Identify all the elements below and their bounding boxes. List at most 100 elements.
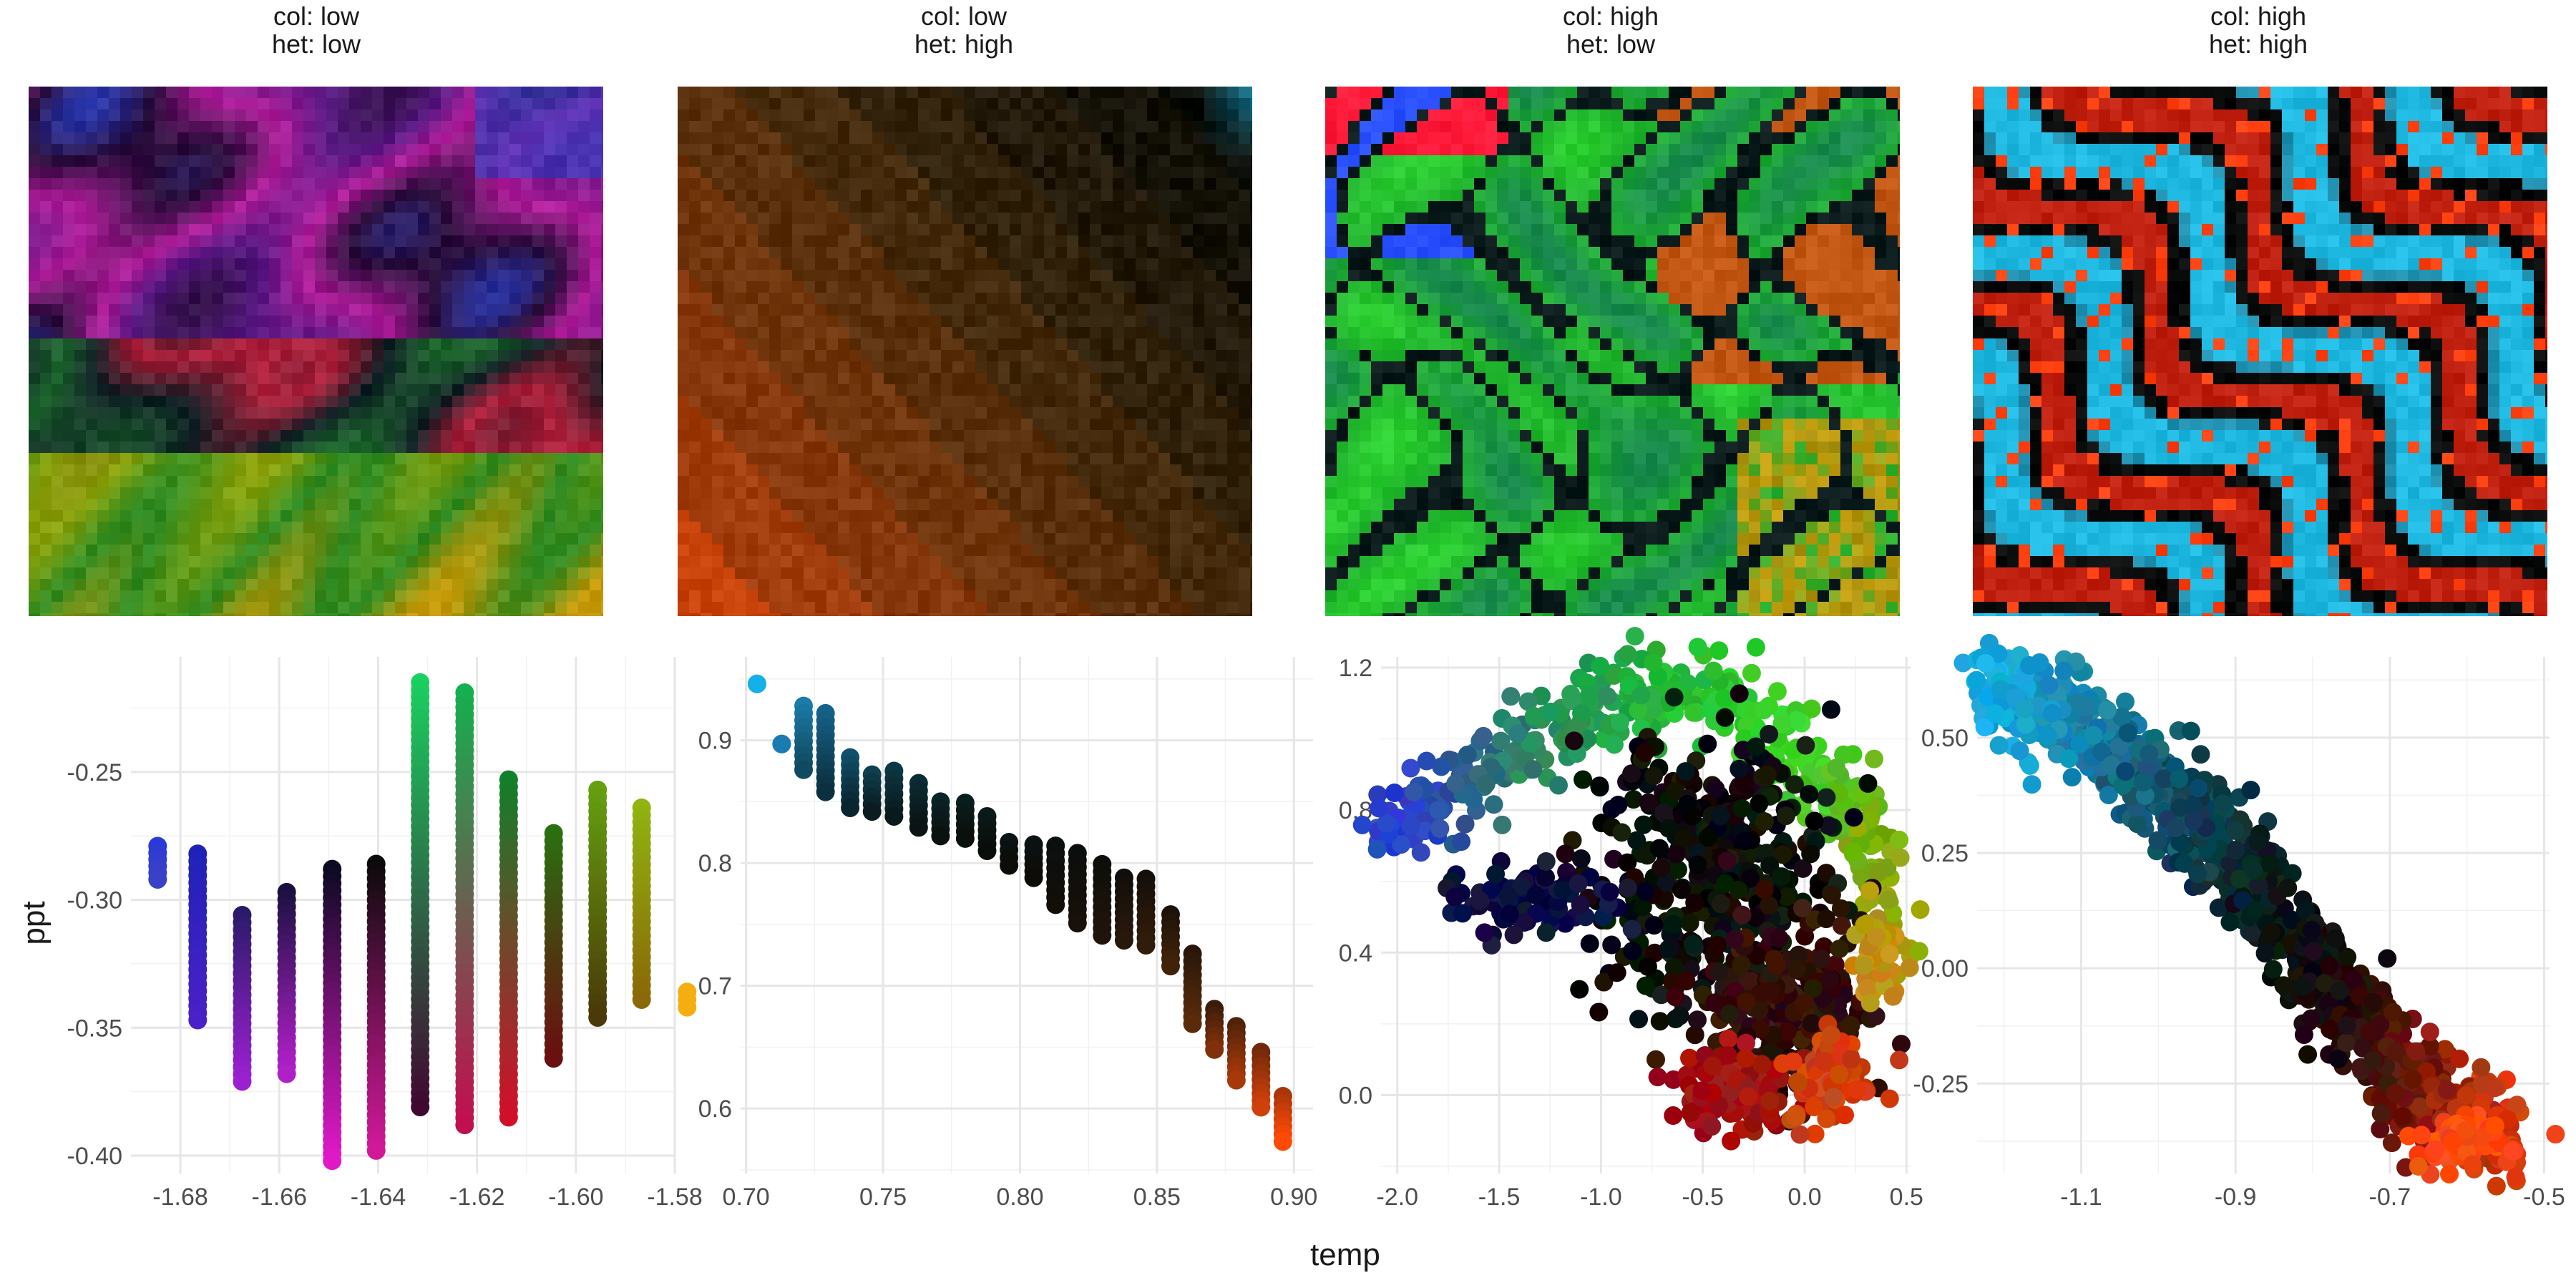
map-cell <box>155 510 166 522</box>
map-cell <box>441 270 452 281</box>
map-cell <box>132 373 143 384</box>
map-cell <box>143 545 155 556</box>
map-cell <box>280 316 292 327</box>
map-cell <box>1101 499 1113 510</box>
map-cell <box>338 178 349 190</box>
map-cell <box>952 109 964 121</box>
map-cell <box>246 155 258 167</box>
map-cell <box>452 419 464 430</box>
map-cell <box>804 316 815 327</box>
map-cell <box>29 556 40 567</box>
map-cell <box>998 453 1010 464</box>
map-cell <box>395 293 406 304</box>
map-cell <box>964 247 975 258</box>
map-cell <box>212 98 223 109</box>
map-cell <box>678 545 689 556</box>
map-cell <box>1067 224 1078 235</box>
map-cell <box>52 98 63 109</box>
map-cell <box>361 224 372 235</box>
map-cell <box>97 476 109 487</box>
map-cell <box>177 384 189 396</box>
map-cell <box>212 441 223 453</box>
map-cell <box>292 155 303 167</box>
map-cell <box>235 144 246 155</box>
map-cell <box>475 602 487 613</box>
map-cell <box>63 522 74 533</box>
map-cell <box>1181 602 1193 613</box>
map-cell <box>907 419 918 430</box>
map-cell <box>212 407 223 419</box>
map-cell <box>109 316 120 327</box>
map-cell <box>1021 590 1033 602</box>
map-cell <box>1204 533 1216 545</box>
map-cell <box>838 247 849 258</box>
map-cell <box>1124 87 1136 98</box>
map-cell <box>132 132 143 144</box>
map-cell <box>475 144 487 155</box>
map-cell <box>246 384 258 396</box>
map-cell <box>109 613 120 616</box>
map-cell <box>1405 87 1417 98</box>
map-cell <box>63 304 74 316</box>
map-cell <box>895 590 907 602</box>
map-cell <box>723 441 735 453</box>
map-cell <box>361 144 372 155</box>
map-cell <box>815 98 826 109</box>
map-cell <box>143 361 155 373</box>
map-cell <box>1021 430 1033 441</box>
map-cell <box>723 350 735 361</box>
map-cell <box>1239 407 1250 419</box>
map-cell <box>315 304 326 316</box>
map-cell <box>52 327 63 338</box>
map-cell <box>40 304 52 316</box>
map-cell <box>429 167 441 178</box>
map-cell <box>1181 533 1193 545</box>
map-cell <box>918 121 930 132</box>
map-cell <box>941 281 952 293</box>
map-cell <box>758 247 769 258</box>
map-cell <box>441 281 452 293</box>
map-cell <box>487 316 498 327</box>
map-cell <box>189 304 200 316</box>
map-cell <box>200 144 212 155</box>
map-cell <box>1158 178 1170 190</box>
map-cell <box>1010 613 1021 616</box>
map-cell <box>1124 419 1136 430</box>
map-cell <box>555 144 567 155</box>
map-cell <box>1147 304 1158 316</box>
map-cell <box>109 441 120 453</box>
map-cell <box>361 327 372 338</box>
map-cell <box>826 567 838 579</box>
map-cell <box>781 247 792 258</box>
map-cell <box>781 224 792 235</box>
map-cell <box>1055 441 1067 453</box>
map-cell <box>1033 499 1044 510</box>
map-cell <box>326 304 338 316</box>
map-cell <box>1090 190 1101 201</box>
map-cell <box>567 121 578 132</box>
map-cell <box>895 441 907 453</box>
map-cell <box>998 121 1010 132</box>
map-cell <box>1795 98 1806 109</box>
map-cell <box>177 556 189 567</box>
map-cell <box>143 213 155 224</box>
map-cell <box>746 98 758 109</box>
map-cell <box>1101 579 1113 590</box>
map-cell <box>861 316 872 327</box>
map-cell <box>269 121 280 132</box>
map-cell <box>1239 430 1250 441</box>
map-cell <box>987 510 998 522</box>
map-cell <box>998 579 1010 590</box>
map-cell <box>109 602 120 613</box>
map-cell <box>40 121 52 132</box>
map-cell <box>521 613 532 616</box>
map-cell <box>952 419 964 430</box>
map-cell <box>452 567 464 579</box>
map-cell <box>701 430 712 441</box>
map-cell <box>701 613 712 616</box>
map-cell <box>1010 396 1021 407</box>
map-cell <box>155 419 166 430</box>
map-cell <box>258 235 269 247</box>
map-cell <box>567 258 578 270</box>
map-cell <box>166 567 177 579</box>
